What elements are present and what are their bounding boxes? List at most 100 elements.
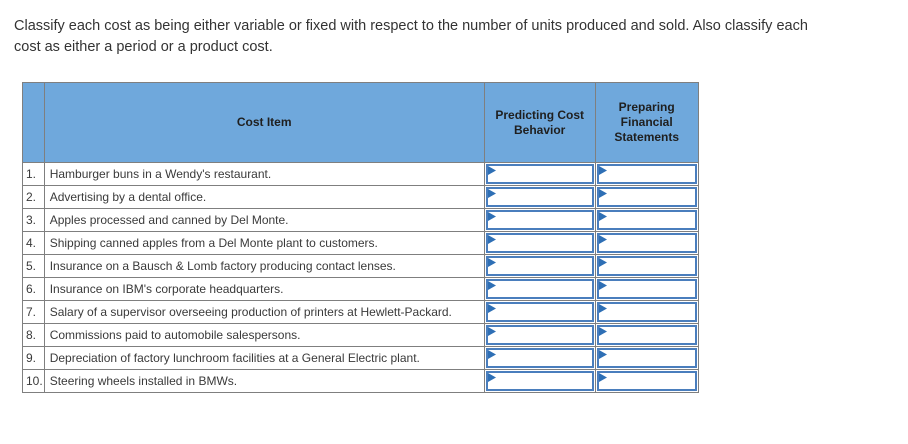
- row-number: 3.: [22, 208, 45, 232]
- cost-item-text: Hamburger buns in a Wendy's restaurant.: [43, 162, 485, 186]
- dropdown-arrow-icon: [598, 235, 607, 244]
- predicting-cost-behavior-dropdown[interactable]: [485, 187, 594, 207]
- preparing-cell: [594, 185, 699, 209]
- dropdown-arrow-icon: [487, 258, 496, 267]
- predicting-cost-behavior-dropdown[interactable]: [485, 279, 594, 299]
- predicting-cell: [483, 300, 596, 324]
- dropdown-arrow-icon: [487, 281, 496, 290]
- cost-item-text: Advertising by a dental office.: [43, 185, 485, 209]
- table-row: 7. Salary of a supervisor overseeing pro…: [22, 300, 699, 324]
- cost-item-text: Salary of a supervisor overseeing produc…: [43, 300, 485, 324]
- table-row: 1. Hamburger buns in a Wendy's restauran…: [22, 162, 699, 186]
- preparing-financial-statements-dropdown[interactable]: [596, 371, 697, 391]
- row-number: 5.: [22, 254, 45, 278]
- preparing-financial-statements-dropdown[interactable]: [596, 256, 697, 276]
- dropdown-arrow-icon: [598, 327, 607, 336]
- dropdown-arrow-icon: [598, 281, 607, 290]
- table-row: 8. Commissions paid to automobile salesp…: [22, 323, 699, 347]
- preparing-cell: [594, 254, 699, 278]
- table-row: 2. Advertising by a dental office.: [22, 185, 699, 209]
- dropdown-arrow-icon: [487, 189, 496, 198]
- cost-item-text: Insurance on a Bausch & Lomb factory pro…: [43, 254, 485, 278]
- dropdown-arrow-icon: [487, 373, 496, 382]
- preparing-cell: [594, 162, 699, 186]
- instructions-line: Classify each cost as being either varia…: [14, 18, 808, 34]
- cost-item-header: Cost Item: [43, 82, 485, 163]
- cost-item-text: Steering wheels installed in BMWs.: [43, 369, 485, 393]
- predicting-cost-behavior-dropdown[interactable]: [485, 302, 594, 322]
- dropdown-arrow-icon: [598, 350, 607, 359]
- dropdown-arrow-icon: [598, 258, 607, 267]
- preparing-cell: [594, 300, 699, 324]
- header-row: Cost Item Predicting Cost Behavior Prepa…: [22, 82, 699, 163]
- preparing-financial-statements-dropdown[interactable]: [596, 187, 697, 207]
- preparing-cell: [594, 369, 699, 393]
- cost-item-text: Insurance on IBM's corporate headquarter…: [43, 277, 485, 301]
- cost-classification-table: Cost Item Predicting Cost Behavior Prepa…: [22, 82, 699, 393]
- preparing-cell: [594, 231, 699, 255]
- row-number: 8.: [22, 323, 45, 347]
- row-number: 10.: [22, 369, 45, 393]
- cost-item-text: Commissions paid to automobile salespers…: [43, 323, 485, 347]
- preparing-financial-statements-header: Preparing Financial Statements: [594, 82, 699, 163]
- cost-item-text: Apples processed and canned by Del Monte…: [43, 208, 485, 232]
- table-row: 3. Apples processed and canned by Del Mo…: [22, 208, 699, 232]
- dropdown-arrow-icon: [598, 166, 607, 175]
- dropdown-arrow-icon: [487, 327, 496, 336]
- predicting-cost-behavior-dropdown[interactable]: [485, 256, 594, 276]
- instructions-line: cost as either a period or a product cos…: [14, 39, 273, 55]
- dropdown-arrow-icon: [598, 373, 607, 382]
- cost-item-text: Shipping canned apples from a Del Monte …: [43, 231, 485, 255]
- predicting-cell: [483, 254, 596, 278]
- predicting-cost-behavior-dropdown[interactable]: [485, 164, 594, 184]
- row-number: 6.: [22, 277, 45, 301]
- page: Classify each cost as being either varia…: [0, 16, 908, 393]
- preparing-financial-statements-dropdown[interactable]: [596, 210, 697, 230]
- predicting-cell: [483, 231, 596, 255]
- dropdown-arrow-icon: [487, 166, 496, 175]
- dropdown-arrow-icon: [598, 304, 607, 313]
- predicting-cell: [483, 277, 596, 301]
- predicting-cell: [483, 185, 596, 209]
- preparing-financial-statements-dropdown[interactable]: [596, 279, 697, 299]
- predicting-cost-behavior-dropdown[interactable]: [485, 348, 594, 368]
- predicting-cell: [483, 162, 596, 186]
- predicting-cost-behavior-dropdown[interactable]: [485, 325, 594, 345]
- table-row: 9. Depreciation of factory lunchroom fac…: [22, 346, 699, 370]
- dropdown-arrow-icon: [598, 189, 607, 198]
- predicting-cost-behavior-dropdown[interactable]: [485, 210, 594, 230]
- cost-item-text: Depreciation of factory lunchroom facili…: [43, 346, 485, 370]
- predicting-cell: [483, 323, 596, 347]
- row-number: 4.: [22, 231, 45, 255]
- predicting-cost-behavior-header: Predicting Cost Behavior: [483, 82, 596, 163]
- row-number: 7.: [22, 300, 45, 324]
- predicting-cell: [483, 369, 596, 393]
- predicting-cell: [483, 346, 596, 370]
- dropdown-arrow-icon: [487, 235, 496, 244]
- table-row: 4. Shipping canned apples from a Del Mon…: [22, 231, 699, 255]
- preparing-cell: [594, 208, 699, 232]
- preparing-cell: [594, 346, 699, 370]
- table-row: 5. Insurance on a Bausch & Lomb factory …: [22, 254, 699, 278]
- preparing-cell: [594, 323, 699, 347]
- predicting-cost-behavior-dropdown[interactable]: [485, 371, 594, 391]
- table-row: 10. Steering wheels installed in BMWs.: [22, 369, 699, 393]
- table-row: 6. Insurance on IBM's corporate headquar…: [22, 277, 699, 301]
- preparing-financial-statements-dropdown[interactable]: [596, 348, 697, 368]
- preparing-financial-statements-dropdown[interactable]: [596, 302, 697, 322]
- row-number: 9.: [22, 346, 45, 370]
- preparing-financial-statements-dropdown[interactable]: [596, 325, 697, 345]
- dropdown-arrow-icon: [487, 304, 496, 313]
- dropdown-arrow-icon: [598, 212, 607, 221]
- preparing-financial-statements-dropdown[interactable]: [596, 164, 697, 184]
- predicting-cell: [483, 208, 596, 232]
- preparing-financial-statements-dropdown[interactable]: [596, 233, 697, 253]
- row-number-header: [22, 82, 45, 163]
- row-number: 2.: [22, 185, 45, 209]
- row-number: 1.: [22, 162, 45, 186]
- predicting-cost-behavior-dropdown[interactable]: [485, 233, 594, 253]
- preparing-cell: [594, 277, 699, 301]
- dropdown-arrow-icon: [487, 212, 496, 221]
- instructions-text: Classify each cost as being either varia…: [14, 16, 908, 58]
- dropdown-arrow-icon: [487, 350, 496, 359]
